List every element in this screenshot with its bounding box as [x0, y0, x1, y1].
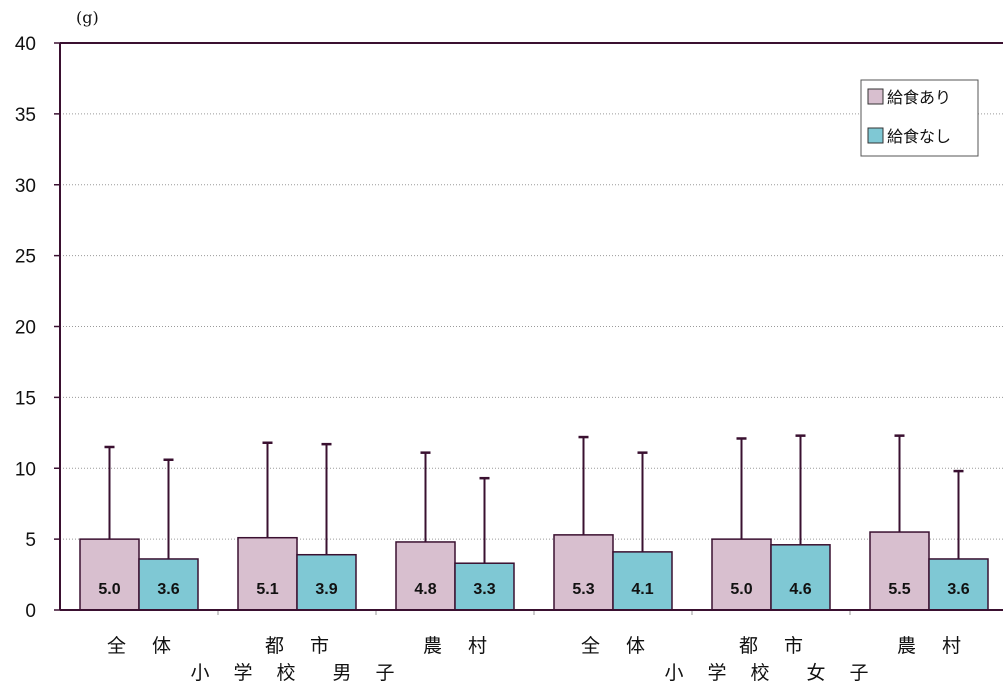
category-label: 全 体	[107, 635, 181, 657]
data-labels: 5.0 5.1 4.8 5.3 5.0 5.5 3.6 3.9 3.3 4.1 4.6 3.6	[98, 581, 969, 598]
bar	[79, 538, 140, 611]
data-label: 5.3	[572, 581, 594, 598]
y-tick-label: 20	[15, 318, 36, 339]
y-tick-label: 25	[15, 247, 36, 268]
bar	[869, 531, 930, 611]
error-bars	[104, 434, 964, 564]
y-tick-label: 15	[15, 388, 36, 409]
group-label: 小 学 校 男 子	[190, 662, 403, 684]
data-label: 5.0	[98, 581, 120, 598]
y-tick-label: 30	[15, 176, 36, 197]
y-axis-unit: (g)	[76, 8, 99, 27]
data-label: 3.6	[157, 581, 179, 598]
category-label: 全 体	[581, 635, 655, 657]
legend-label-without-lunch: 給食なし	[887, 127, 951, 146]
data-label: 4.8	[414, 581, 436, 598]
gridlines	[60, 113, 1003, 540]
bar	[928, 558, 989, 611]
data-label: 4.6	[789, 581, 811, 598]
bar	[296, 553, 357, 611]
legend-label-with-lunch: 給食あり	[887, 88, 951, 107]
data-label: 5.1	[256, 581, 278, 598]
category-labels: 全 体都 市農 村全 体都 市農 村	[107, 635, 971, 657]
y-tick-label: 40	[15, 34, 36, 55]
data-label: 3.9	[315, 581, 337, 598]
data-label: 5.0	[730, 581, 752, 598]
legend-swatch-with-lunch	[867, 88, 884, 105]
category-label: 農 村	[423, 635, 497, 657]
y-axis-ticks: 0 5 10 15 20 25 30 35 40	[15, 34, 60, 622]
group-label: 小 学 校 女 子	[664, 662, 877, 684]
y-tick-label: 0	[25, 601, 36, 622]
data-label: 3.6	[947, 581, 969, 598]
legend-swatch-without-lunch	[867, 127, 884, 144]
y-tick-label: 35	[15, 105, 36, 126]
data-label: 3.3	[473, 581, 495, 598]
legend: 給食あり 給食なし	[860, 79, 979, 157]
bar	[770, 544, 831, 611]
y-tick-label: 10	[15, 459, 36, 480]
y-tick-label: 5	[25, 530, 36, 551]
category-label: 都 市	[739, 635, 813, 657]
group-labels: 小 学 校 男 子小 学 校 女 子	[190, 662, 877, 684]
bars	[79, 531, 989, 611]
bar	[395, 541, 456, 611]
bar	[553, 534, 614, 611]
bar	[237, 536, 298, 611]
data-label: 5.5	[888, 581, 910, 598]
category-label: 都 市	[265, 635, 339, 657]
bar	[454, 562, 515, 611]
data-label: 4.1	[631, 581, 653, 598]
bar	[711, 538, 772, 611]
category-label: 農 村	[897, 635, 971, 657]
